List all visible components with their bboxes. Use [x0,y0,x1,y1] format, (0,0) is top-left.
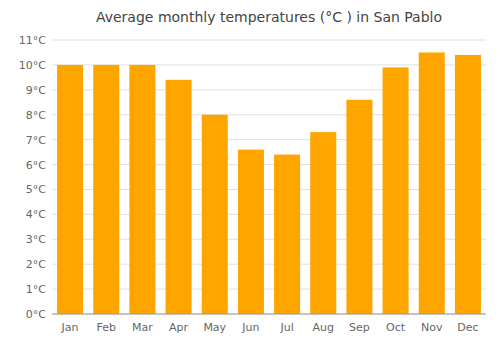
bars [57,52,481,314]
bar [202,115,228,314]
bar [93,65,119,314]
y-tick-label: 6°C [26,159,46,172]
x-axis: Jan Feb Mar Apr May Jun Jul Aug Sep Oct Nov Dec [52,314,486,334]
bar [455,55,481,314]
bar [310,132,336,314]
bar [166,80,192,314]
x-tick-label: Mar [132,321,153,334]
y-tick-label: 7°C [26,134,46,147]
x-axis-line [52,314,486,315]
bar [57,65,83,314]
bar [419,52,445,314]
x-tick-label: Jun [241,321,259,334]
grid-line [52,40,486,41]
y-tick-label: 4°C [26,208,46,221]
bar [238,150,264,314]
x-tick-label: Sep [349,321,370,334]
y-tick-label: 9°C [26,84,46,97]
bar [346,100,372,314]
x-tick-label: Jul [279,321,293,334]
y-tick-label: 1°C [26,283,46,296]
y-tick-label: 0°C [26,308,46,321]
x-tick-label: Aug [313,321,334,334]
x-tick-label: May [203,321,226,334]
y-tick-label: 10°C [19,59,46,72]
y-tick-label: 11°C [19,34,46,47]
y-tick-label: 2°C [26,258,46,271]
bar [129,65,155,314]
bar [383,67,409,314]
y-tick-label: 3°C [26,233,46,246]
x-tick-label: Dec [457,321,478,334]
x-tick-label: Feb [97,321,116,334]
title: Average monthly temperatures (°C ) in Sa… [96,9,442,25]
bar [274,155,300,314]
y-tick-label: 5°C [26,183,46,196]
y-tick-label: 8°C [26,109,46,122]
x-tick-label: Nov [421,321,443,334]
x-tick-label: Oct [386,321,406,334]
y-axis: 0°C 1°C 2°C 3°C 4°C 5°C 6°C 7°C 8°C 9°C 10°C 11°C [19,34,486,321]
chart-container: Average monthly temperatures (°C ) in Sa… [0,0,500,350]
x-tick-label: Apr [169,321,189,334]
chart: Average monthly temperatures (°C ) in Sa… [0,0,500,350]
grid-line [52,314,486,315]
x-tick-label: Jan [61,321,79,334]
